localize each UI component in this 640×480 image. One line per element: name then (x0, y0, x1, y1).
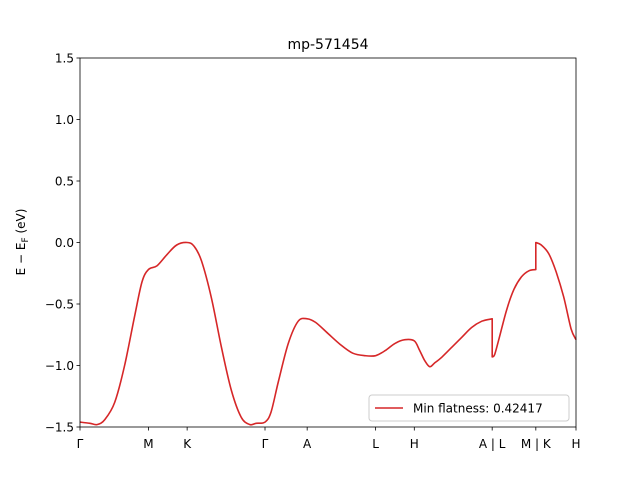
x-tick-label: H (571, 437, 580, 451)
plot-frame (79, 57, 577, 428)
y-tick-label: 1.5 (55, 52, 74, 66)
y-tick-label: 0.5 (55, 175, 74, 189)
x-tick-label: Γ (77, 437, 84, 451)
legend: Min flatness: 0.42417 (368, 394, 570, 422)
y-tick-label: −1.0 (45, 359, 74, 373)
x-tick-label: M | K (521, 437, 552, 451)
series-layer (79, 241, 577, 426)
x-tick-label: L (372, 437, 379, 451)
y-tick-label: 1.0 (55, 113, 74, 127)
x-tick-label: M (143, 437, 153, 451)
x-tick-label: A | L (479, 437, 506, 451)
band-series-line (79, 241, 577, 426)
y-axis: −1.5 −1.0 −0.5 0.0 0.5 1.0 1.5 (45, 52, 80, 435)
legend-label: Min flatness: 0.42417 (413, 402, 543, 416)
x-tick-label: A (303, 437, 312, 451)
x-tick-label: K (183, 437, 192, 451)
y-axis-label: E − EF (eV) (14, 209, 31, 276)
chart-title: mp-571454 (287, 37, 368, 53)
x-axis: Γ M K Γ A L H A | L M | K H (77, 427, 581, 451)
y-tick-label: −1.5 (45, 421, 74, 435)
x-tick-label: H (410, 437, 419, 451)
x-tick-label: Γ (262, 437, 269, 451)
y-axis-label-subscript: F (21, 237, 31, 242)
y-tick-label: 0.0 (55, 236, 74, 250)
y-tick-label: −0.5 (45, 298, 74, 312)
legend-box (368, 394, 570, 422)
